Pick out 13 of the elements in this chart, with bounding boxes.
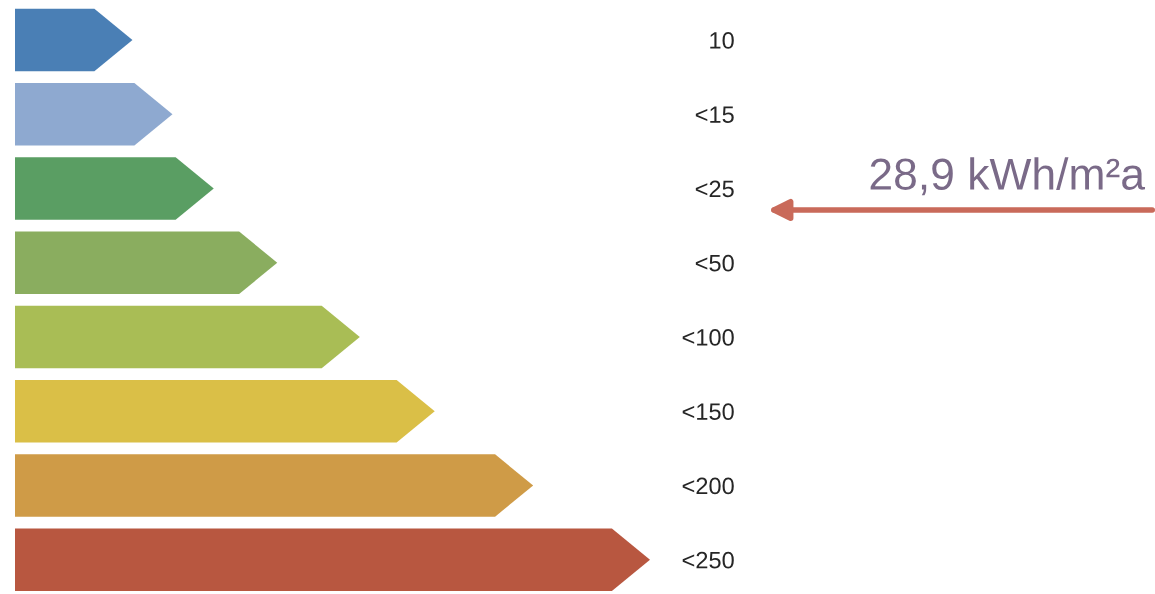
bar	[15, 528, 650, 591]
bar	[15, 305, 360, 369]
y-tick-label: <25	[695, 180, 734, 198]
y-tick-label: 10	[710, 32, 734, 49]
y-tick-label: <200	[682, 477, 734, 495]
bar	[15, 454, 534, 517]
y-tick-label: <250	[682, 551, 734, 569]
y-tick-label: <15	[695, 106, 734, 124]
bar	[15, 380, 435, 443]
y-tick-label: <50	[695, 254, 734, 272]
y-tick-label: <150	[682, 403, 734, 421]
text: 28,9 kWh/m²a	[870, 157, 1146, 196]
y-tick-label: <100	[682, 329, 734, 346]
